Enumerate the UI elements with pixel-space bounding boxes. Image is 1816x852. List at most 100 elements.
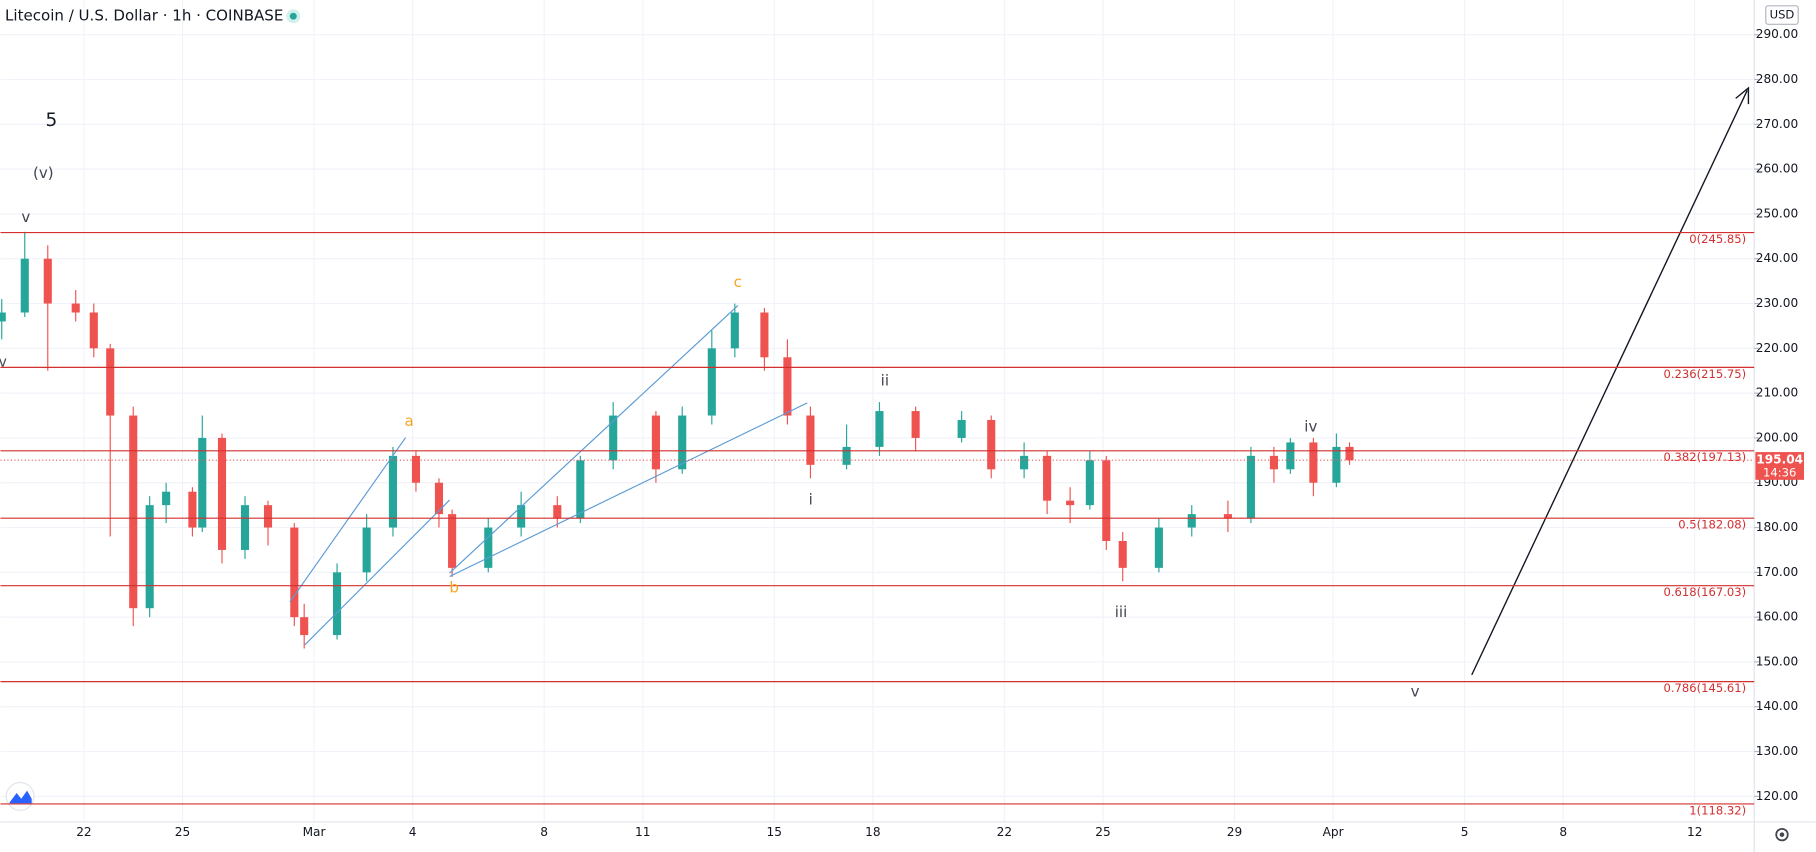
trend-line (304, 499, 450, 646)
trend-line (449, 402, 808, 578)
candle-body (145, 505, 154, 609)
fib-label: 0.786(145.61) (1664, 681, 1747, 695)
wave-label: 5 (45, 110, 57, 131)
candle-body (240, 505, 250, 550)
y-tick-label: 260.00 (1756, 162, 1798, 176)
countdown: 14:36 (1763, 465, 1796, 479)
wave-label: iii (1115, 603, 1128, 621)
x-tick-label: 25 (175, 825, 190, 839)
candle-body (806, 415, 815, 465)
candle-body (0, 312, 6, 322)
wave-label: iv (1304, 418, 1317, 436)
candle-body (434, 482, 444, 515)
candle-body (1286, 442, 1295, 470)
x-tick-label: 22 (76, 825, 91, 839)
logo[interactable] (5, 781, 35, 811)
x-tick-label: 29 (1227, 825, 1242, 839)
wave-label: v (21, 208, 30, 226)
wave-label: c (734, 273, 742, 291)
settings-icon[interactable] (1775, 827, 1789, 842)
candle-body (300, 617, 309, 636)
candle-body (783, 357, 792, 416)
candle-body (1085, 460, 1094, 506)
y-tick-label: 170.00 (1756, 565, 1798, 579)
x-tick-label: Mar (303, 825, 326, 839)
y-tick-label: 200.00 (1756, 430, 1798, 444)
candle-body (290, 527, 299, 618)
y-tick-label: 150.00 (1756, 654, 1798, 668)
candle-body (448, 514, 457, 568)
x-tick-label: 25 (1095, 825, 1110, 839)
x-tick-label: 18 (865, 825, 880, 839)
candle-body (987, 420, 996, 470)
y-tick-label: 160.00 (1756, 610, 1798, 624)
candle-body (333, 572, 342, 636)
candle-body (484, 527, 493, 568)
y-tick-label: 270.00 (1756, 117, 1798, 131)
candle-body (1187, 514, 1196, 528)
candle-body (162, 491, 171, 506)
y-tick-label: 250.00 (1756, 206, 1798, 220)
currency: USD (1770, 8, 1795, 22)
candle-body (1269, 455, 1278, 470)
y-tick-label: 290.00 (1756, 27, 1798, 41)
fib-label: 0.236(215.75) (1664, 367, 1747, 381)
candle-body (1223, 514, 1232, 519)
candle-body (71, 303, 80, 313)
candle-body (1332, 446, 1341, 483)
y-tick-label: 140.00 (1756, 699, 1798, 713)
x-tick-label: 5 (1461, 825, 1469, 839)
wave-label: v (1411, 683, 1420, 701)
candle-body (1066, 500, 1075, 506)
candle-body (1043, 455, 1052, 501)
fib-label: 1(118.32) (1689, 803, 1746, 817)
wave-label: b (449, 579, 459, 597)
arrow-head (1735, 86, 1750, 105)
plot (0, 231, 1354, 649)
last-price-tag (1755, 452, 1804, 480)
x-tick-label: 8 (540, 825, 548, 839)
x-tick-label: Apr (1323, 825, 1344, 839)
candle-body (43, 258, 52, 304)
trend-line (289, 437, 407, 603)
last-price-label: 195.04 (1756, 453, 1803, 467)
y-tick-label: 280.00 (1756, 72, 1798, 86)
chart-title: Litecoin / U.S. Dollar · 1h · COINBASE (5, 7, 283, 25)
candle-body (20, 258, 29, 313)
wave-label: (v) (33, 164, 54, 182)
y-tick-label: 130.00 (1756, 744, 1798, 758)
x-tick-label: 11 (635, 825, 650, 839)
candle-body (263, 505, 273, 528)
candle-body (89, 312, 98, 349)
candle-body (362, 527, 371, 573)
fib-label: 0(245.85) (1689, 232, 1746, 246)
currency-box[interactable] (1765, 5, 1799, 25)
candle-body (842, 446, 851, 465)
wave-label: v (0, 354, 7, 370)
fib-label: 0.5(182.08) (1678, 518, 1746, 532)
candle-body (1345, 446, 1354, 461)
candle-body (1246, 455, 1255, 519)
candle-body (388, 455, 397, 528)
candle-body (1102, 460, 1111, 541)
candle-body (730, 312, 739, 349)
candle-body (1020, 455, 1029, 470)
candle-body (651, 415, 660, 470)
wave-label: ii (881, 371, 889, 389)
candle-body (217, 437, 227, 550)
trend-line (449, 305, 739, 574)
candle-body (106, 348, 115, 416)
y-tick-label: 220.00 (1756, 341, 1798, 355)
candle-body (678, 415, 687, 470)
candle-body (707, 348, 716, 416)
candle-body (1118, 540, 1127, 568)
wave-label: i (809, 491, 813, 509)
candle-body (1154, 527, 1163, 568)
fib-label: 0.382(197.13) (1664, 450, 1747, 464)
candle-body (198, 437, 207, 528)
candle-body (1309, 442, 1318, 483)
fib-label: 0.618(167.03) (1664, 585, 1747, 599)
y-tick-label: 230.00 (1756, 296, 1798, 310)
